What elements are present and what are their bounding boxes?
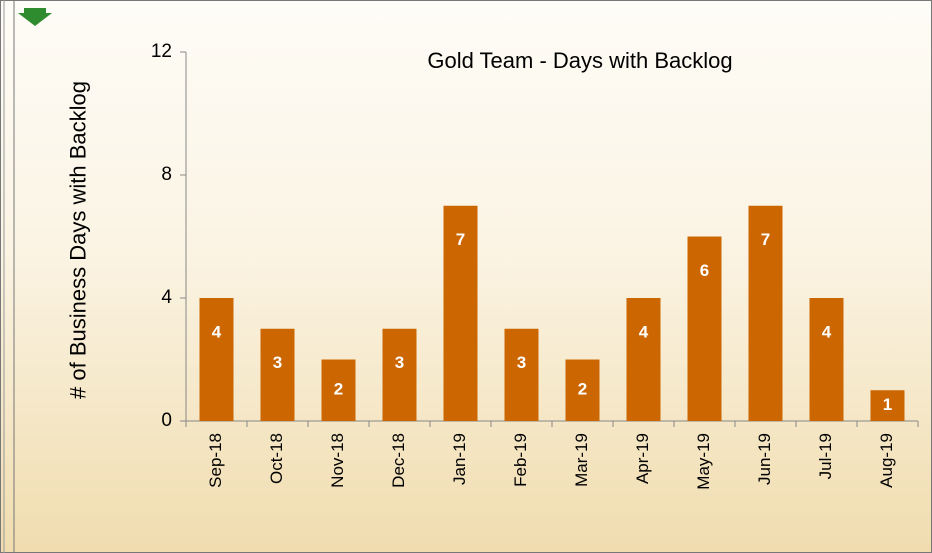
x-tick-label: May-19 bbox=[694, 433, 713, 490]
x-tick-label: Jul-19 bbox=[816, 433, 835, 479]
data-label: 4 bbox=[212, 322, 222, 341]
data-label: 2 bbox=[578, 380, 587, 399]
bar bbox=[626, 298, 661, 421]
y-tick-label: 4 bbox=[161, 287, 172, 308]
x-tick-label: Dec-18 bbox=[389, 433, 408, 488]
x-tick-label: Nov-18 bbox=[328, 433, 347, 488]
bar bbox=[565, 359, 600, 421]
data-label: 1 bbox=[883, 395, 892, 414]
x-tick-label: Jun-19 bbox=[755, 433, 774, 485]
y-tick-label: 8 bbox=[161, 164, 172, 185]
chart-title: Gold Team - Days with Backlog bbox=[427, 48, 732, 73]
bar bbox=[260, 328, 295, 421]
x-tick-label: Feb-19 bbox=[511, 433, 530, 487]
y-axis-label: # of Business Days with Backlog bbox=[65, 81, 91, 399]
data-label: 4 bbox=[822, 322, 832, 341]
bar bbox=[687, 236, 722, 421]
bar bbox=[504, 328, 539, 421]
bar bbox=[748, 205, 783, 421]
x-tick-label: Oct-18 bbox=[267, 433, 286, 484]
bar bbox=[199, 298, 234, 421]
bar bbox=[870, 390, 905, 421]
data-label: 3 bbox=[395, 353, 404, 372]
data-label: 2 bbox=[334, 380, 343, 399]
collapse-arrow-icon[interactable] bbox=[18, 8, 52, 26]
bar bbox=[809, 298, 844, 421]
data-label: 7 bbox=[456, 230, 465, 249]
x-tick-label: Aug-19 bbox=[877, 433, 896, 488]
bar bbox=[382, 328, 417, 421]
data-label: 4 bbox=[639, 322, 649, 341]
y-tick-label: 0 bbox=[161, 410, 172, 431]
data-label: 6 bbox=[700, 261, 709, 280]
x-tick-label: Jan-19 bbox=[450, 433, 469, 485]
x-tick-label: Sep-18 bbox=[206, 433, 225, 488]
bar bbox=[443, 205, 478, 421]
y-tick-label: 12 bbox=[151, 41, 172, 62]
bar bbox=[321, 359, 356, 421]
x-tick-label: Mar-19 bbox=[572, 433, 591, 487]
data-label: 3 bbox=[273, 353, 282, 372]
data-label: 7 bbox=[761, 230, 770, 249]
data-label: 3 bbox=[517, 353, 526, 372]
x-tick-label: Apr-19 bbox=[633, 433, 652, 484]
